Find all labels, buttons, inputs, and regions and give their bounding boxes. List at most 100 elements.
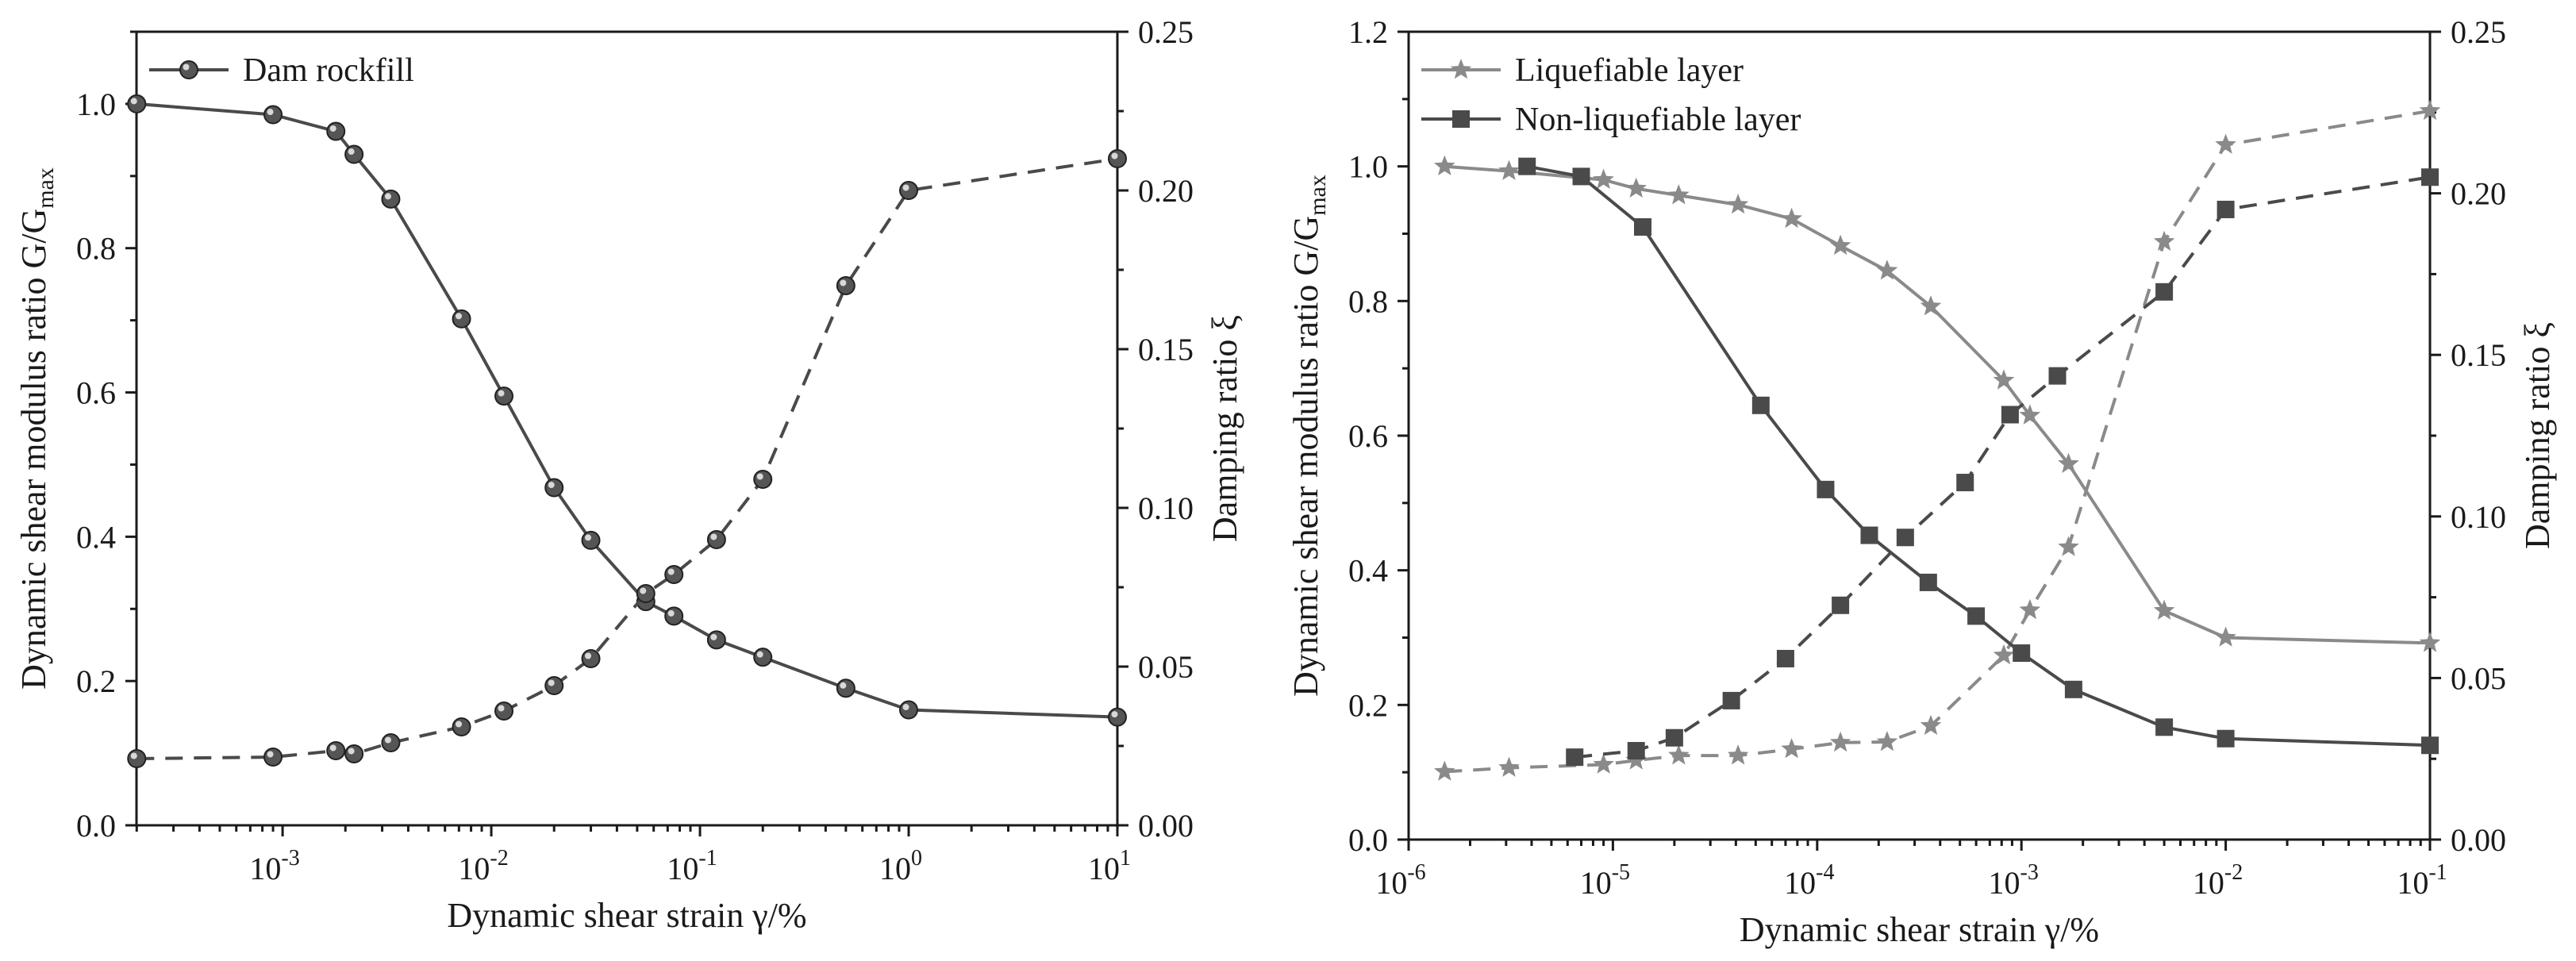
data-point-body xyxy=(544,478,564,498)
data-point xyxy=(1625,177,1647,198)
x-tick-label: 10-1 xyxy=(2397,860,2447,901)
data-point-body xyxy=(344,744,364,763)
x-tick-label: 100 xyxy=(879,846,922,886)
legend-item: Liquefiable layer xyxy=(1421,52,1744,89)
data-point xyxy=(753,470,773,489)
legend-marker-highlight xyxy=(183,63,190,71)
data-point xyxy=(2064,680,2082,698)
data-point xyxy=(2155,283,2174,301)
data-point-body xyxy=(452,717,471,736)
data-point-body xyxy=(326,741,346,760)
data-point-highlight xyxy=(130,98,137,105)
data-point-body xyxy=(1108,149,1127,168)
data-point-highlight xyxy=(548,482,555,489)
series-liquefiable-layer-damping xyxy=(1434,99,2441,781)
data-point xyxy=(452,717,471,736)
x-tick-label: 10-3 xyxy=(1989,860,2039,901)
data-point-body xyxy=(664,565,684,584)
data-point-highlight xyxy=(267,751,274,758)
data-point xyxy=(1498,756,1520,777)
data-point-highlight xyxy=(840,682,847,689)
data-point xyxy=(1829,234,1851,256)
x-tick-label-exponent: -1 xyxy=(698,846,717,871)
data-point-highlight xyxy=(1111,711,1118,718)
x-tick-label-exponent: 0 xyxy=(911,846,922,871)
data-point-highlight xyxy=(329,125,336,132)
x-tick-label-exponent: -3 xyxy=(2020,860,2039,885)
data-point xyxy=(494,386,514,406)
data-point-body xyxy=(706,530,726,549)
legend-item: Non-liquefiable layer xyxy=(1421,102,1801,138)
data-point xyxy=(127,749,147,768)
x-tick-label-exponent: -5 xyxy=(1612,860,1630,885)
data-point xyxy=(326,121,346,141)
data-point-highlight xyxy=(384,736,391,744)
data-point xyxy=(753,648,773,667)
data-point xyxy=(1781,738,1802,759)
data-point xyxy=(836,276,855,295)
series-line xyxy=(136,157,1118,760)
x-tick-label: 10-4 xyxy=(1784,860,1834,901)
data-point-highlight xyxy=(756,473,763,480)
x-tick-label-exponent: -2 xyxy=(490,846,508,871)
right-chart: 10-6 10-5 10-4 10-3 10-2 10-1 0.0 0.2 0.4 0.6 0.8 1… xyxy=(1286,14,2557,949)
data-point-body xyxy=(1108,707,1127,727)
data-point-highlight xyxy=(902,704,909,711)
data-point-body xyxy=(494,702,514,721)
data-point xyxy=(544,676,564,695)
x-tick-label-exponent: -1 xyxy=(2428,860,2447,885)
legend-label: Non-liquefiable layer xyxy=(1515,102,1801,138)
data-point-highlight xyxy=(456,313,463,320)
y-left-axis-title-subscript: max xyxy=(1305,175,1331,216)
data-point xyxy=(1572,167,1590,186)
y-left-tick-label: 0.0 xyxy=(76,808,116,844)
y-right-tick-label: 0.00 xyxy=(1138,808,1194,844)
data-point-highlight xyxy=(640,587,647,594)
data-point-highlight xyxy=(456,721,463,728)
data-point-highlight xyxy=(329,744,336,752)
plot-frame xyxy=(135,30,1119,827)
data-point xyxy=(636,584,656,603)
series-line xyxy=(1574,175,2431,759)
series-dam-rockfill-damping xyxy=(127,149,1127,768)
data-point-body xyxy=(706,630,726,650)
x-tick-label-exponent: -6 xyxy=(1407,860,1425,885)
data-point-body xyxy=(326,121,346,141)
legend-label: Liquefiable layer xyxy=(1515,52,1744,89)
data-point xyxy=(1967,607,1986,625)
data-point-body xyxy=(494,386,514,406)
data-point xyxy=(1876,259,1898,280)
y-right-tick-label: 0.25 xyxy=(2451,14,2506,50)
x-tick-label: 10-1 xyxy=(667,846,717,886)
y-left-tick-label: 1.0 xyxy=(1348,149,1388,185)
data-point-highlight xyxy=(756,651,763,658)
data-point xyxy=(2155,718,2174,736)
series-line xyxy=(1526,164,2431,748)
y-right-tick-label: 0.00 xyxy=(2451,822,2506,858)
y-left-tick-label: 0.6 xyxy=(76,375,116,411)
data-point xyxy=(1993,644,2015,665)
data-point xyxy=(1876,731,1898,752)
y-right-tick-label: 0.05 xyxy=(2451,660,2506,696)
data-point-highlight xyxy=(667,609,675,617)
data-point xyxy=(1727,744,1749,765)
data-point xyxy=(1727,194,1749,214)
data-point xyxy=(706,630,726,650)
data-point xyxy=(2419,99,2441,121)
y-right-tick-label: 0.20 xyxy=(2451,176,2506,212)
data-point xyxy=(1993,369,2015,390)
y-right-axis-title: Damping ratio ξ xyxy=(2518,322,2557,549)
data-point xyxy=(2019,598,2041,620)
y-left-tick-label: 0.4 xyxy=(76,519,116,555)
data-point xyxy=(326,741,346,760)
data-point xyxy=(263,105,283,125)
legend-marker-body xyxy=(179,60,198,79)
y-left-tick-label: 0.8 xyxy=(76,231,116,267)
data-point xyxy=(381,189,401,209)
data-point xyxy=(1781,207,1802,229)
plot-frame xyxy=(1407,30,2432,841)
legend-marker xyxy=(179,60,198,79)
y-left-tick-label: 0.8 xyxy=(1348,283,1388,319)
data-point xyxy=(344,744,364,763)
